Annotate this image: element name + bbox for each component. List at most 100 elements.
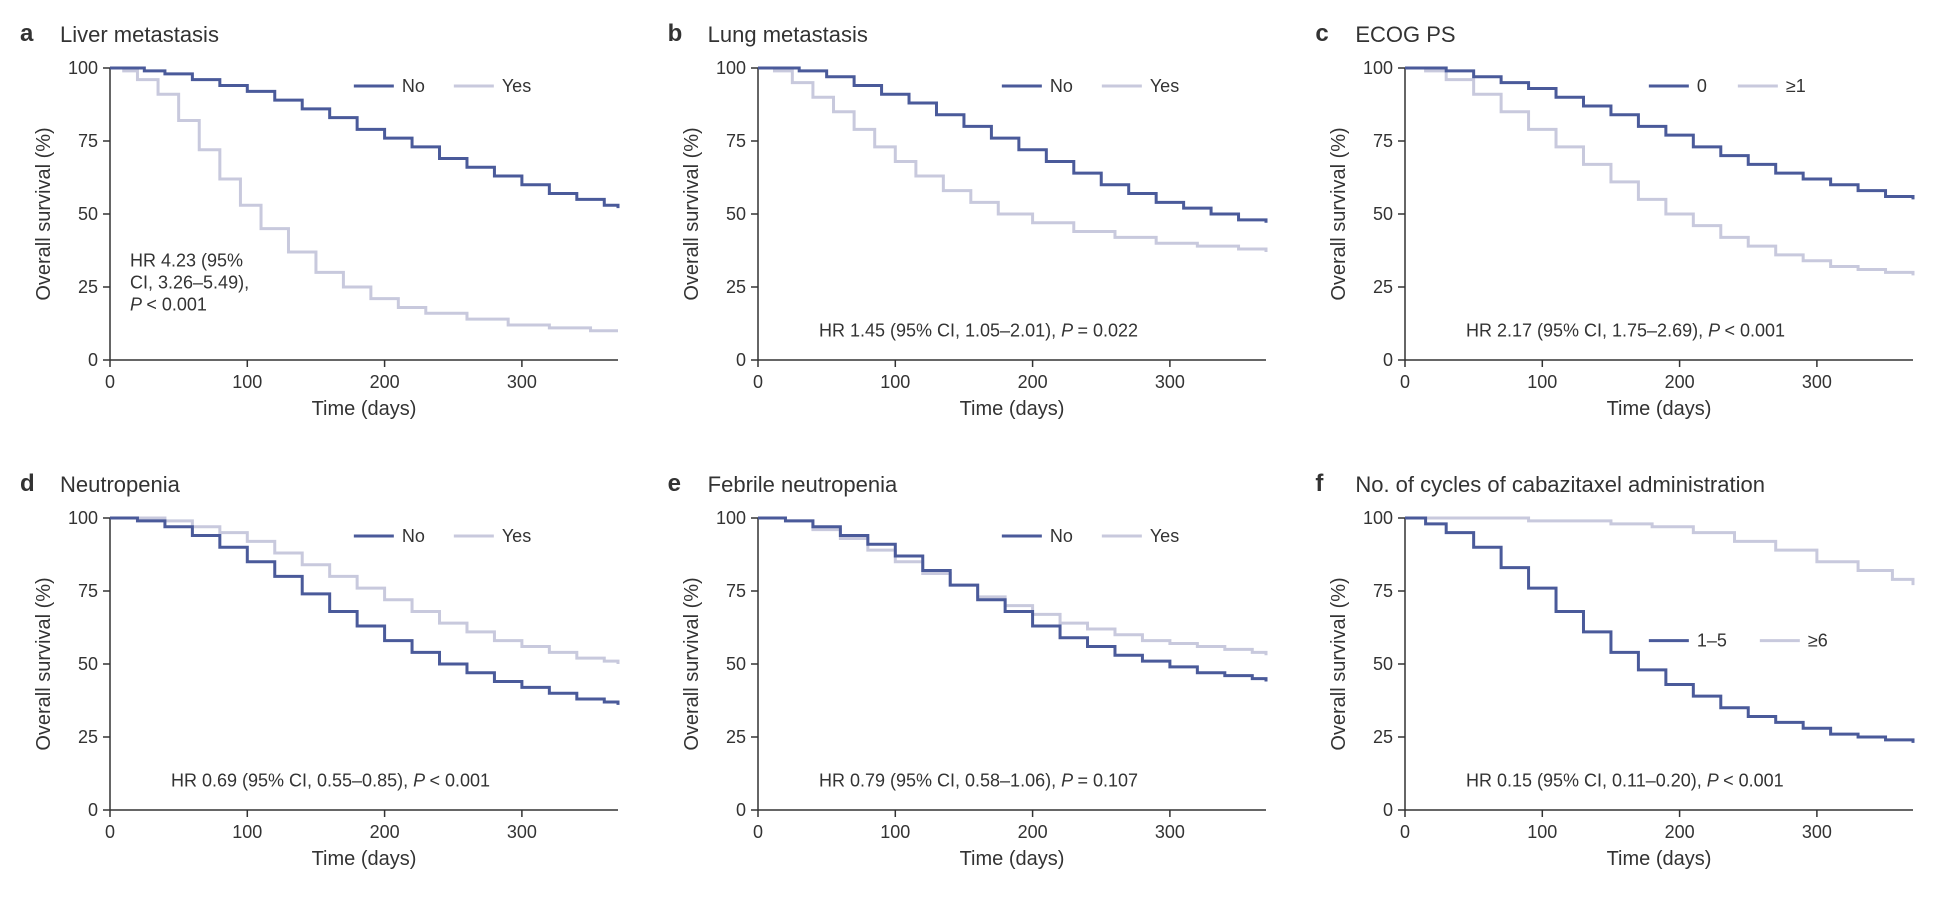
svg-text:No: No (1049, 526, 1072, 546)
svg-text:100: 100 (232, 372, 262, 392)
panel-letter: f (1315, 470, 1323, 498)
svg-text:200: 200 (1017, 372, 1047, 392)
svg-text:75: 75 (78, 581, 98, 601)
svg-text:200: 200 (370, 822, 400, 842)
svg-text:0: 0 (753, 822, 763, 842)
svg-text:300: 300 (507, 822, 537, 842)
panel-d: d Neutropenia 01002003000255075100Time (… (20, 470, 628, 880)
svg-text:HR 0.69 (95% CI, 0.55–0.85), P: HR 0.69 (95% CI, 0.55–0.85), P < 0.001 (171, 771, 490, 791)
svg-text:100: 100 (880, 372, 910, 392)
svg-text:100: 100 (1528, 822, 1558, 842)
svg-text:CI, 3.26–5.49),: CI, 3.26–5.49), (130, 273, 249, 293)
svg-text:0: 0 (105, 372, 115, 392)
svg-text:25: 25 (1373, 727, 1393, 747)
panel-e: e Febrile neutropenia 010020030002550751… (668, 470, 1276, 880)
svg-text:75: 75 (1373, 581, 1393, 601)
svg-text:0: 0 (88, 800, 98, 820)
svg-text:200: 200 (370, 372, 400, 392)
svg-text:Overall survival (%): Overall survival (%) (33, 127, 55, 300)
svg-text:50: 50 (78, 204, 98, 224)
svg-text:Time (days): Time (days) (1607, 848, 1712, 870)
svg-text:HR 4.23 (95%: HR 4.23 (95% (130, 251, 243, 271)
panel-letter: c (1315, 20, 1328, 48)
svg-text:100: 100 (1363, 58, 1393, 78)
svg-text:Time (days): Time (days) (959, 848, 1064, 870)
svg-text:Overall survival (%): Overall survival (%) (1328, 577, 1350, 750)
svg-text:75: 75 (1373, 131, 1393, 151)
svg-text:HR 1.45 (95% CI, 1.05–2.01), P: HR 1.45 (95% CI, 1.05–2.01), P = 0.022 (819, 321, 1138, 341)
svg-text:P < 0.001: P < 0.001 (130, 295, 207, 315)
chart-e: 01002003000255075100Time (days)Overall s… (668, 508, 1276, 880)
chart-a: 01002003000255075100Time (days)Overall s… (20, 58, 628, 430)
svg-text:Overall survival (%): Overall survival (%) (681, 127, 703, 300)
svg-text:Yes: Yes (502, 76, 531, 96)
svg-text:Yes: Yes (1149, 76, 1178, 96)
svg-text:HR 0.79 (95% CI, 0.58–1.06), P: HR 0.79 (95% CI, 0.58–1.06), P = 0.107 (819, 771, 1138, 791)
svg-text:100: 100 (68, 508, 98, 528)
svg-text:200: 200 (1665, 822, 1695, 842)
svg-text:50: 50 (78, 654, 98, 674)
svg-text:Yes: Yes (1149, 526, 1178, 546)
panel-title: Neutropenia (60, 472, 180, 498)
svg-text:100: 100 (1363, 508, 1393, 528)
svg-text:25: 25 (78, 277, 98, 297)
svg-text:No: No (402, 526, 425, 546)
panel-letter: a (20, 20, 33, 48)
svg-text:25: 25 (1373, 277, 1393, 297)
svg-text:50: 50 (726, 204, 746, 224)
svg-text:50: 50 (1373, 654, 1393, 674)
svg-text:0: 0 (1400, 822, 1410, 842)
svg-text:No: No (402, 76, 425, 96)
chart-d: 01002003000255075100Time (days)Overall s… (20, 508, 628, 880)
svg-text:75: 75 (726, 581, 746, 601)
svg-text:200: 200 (1017, 822, 1047, 842)
svg-text:0: 0 (1697, 76, 1707, 96)
panel-a: a Liver metastasis 01002003000255075100T… (20, 20, 628, 430)
chart-f: 0 100 200 300 0 25 50 75 100 Time (days) Overall s… (1315, 508, 1923, 880)
svg-text:25: 25 (726, 727, 746, 747)
svg-text:300: 300 (1155, 822, 1185, 842)
panel-title: Lung metastasis (708, 22, 868, 48)
svg-text:100: 100 (880, 822, 910, 842)
svg-text:200: 200 (1665, 372, 1695, 392)
svg-text:300: 300 (1802, 372, 1832, 392)
panel-title: ECOG PS (1355, 22, 1455, 48)
chart-b: 01002003000255075100Time (days)Overall s… (668, 58, 1276, 430)
svg-text:Overall survival (%): Overall survival (%) (1328, 127, 1350, 300)
panel-letter: e (668, 470, 681, 498)
svg-text:300: 300 (507, 372, 537, 392)
svg-text:Yes: Yes (502, 526, 531, 546)
panel-letter: d (20, 470, 35, 498)
panel-c: c ECOG PS 01002003000255075100Time (days… (1315, 20, 1923, 430)
svg-text:0: 0 (1383, 350, 1393, 370)
svg-text:Overall survival (%): Overall survival (%) (33, 577, 55, 750)
svg-text:300: 300 (1802, 822, 1832, 842)
svg-text:1–5: 1–5 (1697, 631, 1727, 651)
chart-c: 01002003000255075100Time (days)Overall s… (1315, 58, 1923, 430)
svg-text:25: 25 (726, 277, 746, 297)
panel-grid: a Liver metastasis 01002003000255075100T… (20, 20, 1923, 880)
svg-text:No: No (1049, 76, 1072, 96)
svg-text:Time (days): Time (days) (1607, 398, 1712, 420)
svg-text:0: 0 (736, 800, 746, 820)
svg-text:Time (days): Time (days) (959, 398, 1064, 420)
svg-text:75: 75 (726, 131, 746, 151)
svg-text:0: 0 (1400, 372, 1410, 392)
svg-text:100: 100 (716, 58, 746, 78)
svg-text:100: 100 (232, 822, 262, 842)
svg-text:75: 75 (78, 131, 98, 151)
svg-text:300: 300 (1155, 372, 1185, 392)
svg-text:Time (days): Time (days) (312, 848, 417, 870)
svg-text:100: 100 (716, 508, 746, 528)
svg-text:0: 0 (88, 350, 98, 370)
svg-text:0: 0 (105, 822, 115, 842)
svg-text:0: 0 (736, 350, 746, 370)
svg-text:Time (days): Time (days) (312, 398, 417, 420)
svg-text:0: 0 (1383, 800, 1393, 820)
panel-b: b Lung metastasis 01002003000255075100Ti… (668, 20, 1276, 430)
panel-f: f No. of cycles of cabazitaxel administr… (1315, 470, 1923, 880)
panel-title: No. of cycles of cabazitaxel administrat… (1355, 472, 1765, 498)
svg-text:HR 0.15 (95% CI, 0.11–0.20), P: HR 0.15 (95% CI, 0.11–0.20), P < 0.001 (1466, 771, 1784, 791)
svg-text:HR 2.17 (95% CI, 1.75–2.69), P: HR 2.17 (95% CI, 1.75–2.69), P < 0.001 (1466, 321, 1785, 341)
svg-text:50: 50 (1373, 204, 1393, 224)
